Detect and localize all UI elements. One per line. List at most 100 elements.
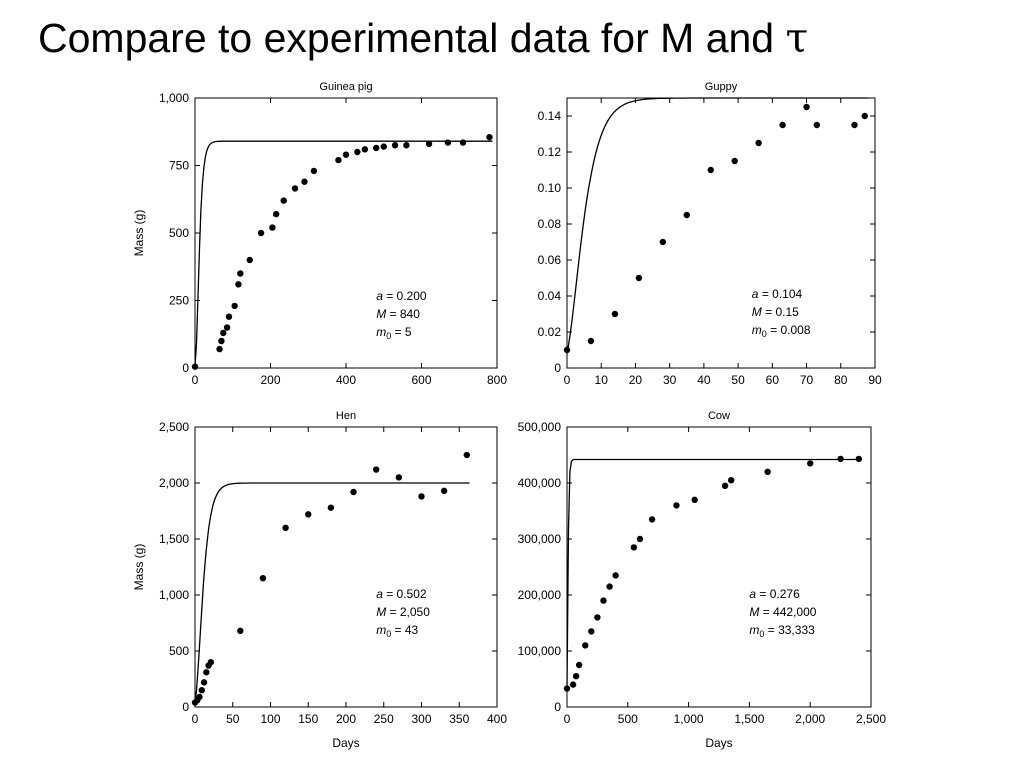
data-point [444,139,452,146]
parameter-label: a = 0.502 [376,587,427,601]
x-tick-label: 500 [618,712,638,726]
data-point [572,673,580,680]
parameter-label: m0 = 43 [376,623,418,639]
data-point [575,661,583,669]
parameter-label: M = 442,000 [749,605,816,619]
data-point [191,363,199,370]
data-point [220,329,227,337]
data-point [587,337,595,345]
y-tick-label: 0.14 [538,109,562,123]
data-point [237,627,244,635]
chart-title: Cow [708,410,730,422]
y-tick-label: 200,000 [518,588,562,602]
x-tick-label: 800 [487,373,507,387]
slide-title-symbol: τ [785,14,809,62]
data-point [612,572,619,579]
data-point [269,224,276,231]
y-tick-label: 0.04 [538,289,562,303]
data-point [600,597,607,604]
data-point [259,575,267,582]
y-tick-label: 0.12 [538,145,562,159]
x-tick-label: 50 [731,373,745,387]
data-point [563,685,571,692]
fit-curve [566,97,868,354]
x-tick-label: 250 [374,712,394,726]
data-point [425,140,433,148]
data-point [683,211,690,219]
y-tick-label: 2,000 [159,476,189,490]
fit-curve [194,140,493,367]
x-tick-label: 200 [260,373,280,387]
data-point [731,157,738,165]
data-point [395,474,403,481]
data-point [305,511,312,518]
x-tick-label: 200 [336,712,356,726]
y-tick-label: 300,000 [518,532,562,546]
data-point [636,535,644,543]
y-tick-label: 1,500 [159,532,189,546]
data-point [721,482,729,489]
parameter-label: M = 2,050 [376,605,430,619]
data-point [803,103,810,111]
data-point [851,121,858,129]
y-tick-label: 1,000 [159,588,189,602]
data-point [225,313,233,320]
chart-panel: Guinea pig 0 200 400 600 800 0 250 500 750 1,000 Ma… [132,81,507,387]
y-tick-label: 400,000 [518,476,562,490]
x-tick-label: 150 [298,712,318,726]
x-tick-label: 90 [868,373,882,387]
plot-frame [194,426,498,708]
chart-panel: Hen 0 50 100 150 200 250 300 350 400 0 500 1,000 1,50… [132,410,507,750]
data-point [630,544,638,551]
parameter-label: a = 0.200 [376,289,427,303]
data-point [354,148,361,156]
fit-curve [566,458,862,689]
x-tick-label: 10 [595,373,609,387]
y-axis-label: Mass (g) [132,544,146,591]
x-tick-label: 400 [336,373,356,387]
data-point [463,451,470,459]
y-tick-label: 2,500 [159,420,189,434]
parameter-label: a = 0.104 [752,287,803,301]
chart-panel: Cow 0 500 1,000 1,500 2,000 2,500 0 100,000 200,0… [518,410,887,750]
fit-curve [194,482,470,703]
chart-title: Guinea pig [319,81,372,93]
data-point [380,143,387,150]
data-point [391,142,399,149]
y-axis-label: Mass (g) [132,210,146,257]
x-tick-label: 600 [411,373,431,387]
data-point [335,156,342,164]
x-tick-label: 20 [629,373,643,387]
data-point [691,496,698,503]
data-point [813,121,821,129]
data-point [440,487,448,495]
data-point [403,142,410,149]
data-point [807,460,814,467]
chart-title: Guppy [705,81,738,93]
data-point [837,455,844,463]
y-tick-label: 0.08 [538,217,562,231]
y-tick-label: 100,000 [518,644,562,658]
data-point [200,679,208,686]
y-tick-label: 1,000 [159,91,189,105]
x-tick-label: 0 [564,712,571,726]
x-tick-label: 0 [192,373,199,387]
data-point [582,642,589,649]
x-tick-label: 300 [411,712,431,726]
plot-frame [566,426,872,708]
data-point [196,693,203,701]
y-tick-label: 0 [182,361,189,375]
data-point [231,302,238,310]
data-point [563,346,571,354]
data-point [418,493,425,500]
y-tick-label: 0 [182,700,189,714]
data-point [588,628,595,635]
data-point [855,455,863,463]
parameter-label: m0 = 0.008 [752,323,811,339]
data-point [218,337,225,345]
plot-frame [566,97,876,369]
data-point [216,345,223,353]
data-point [635,274,643,282]
data-point [459,139,467,146]
